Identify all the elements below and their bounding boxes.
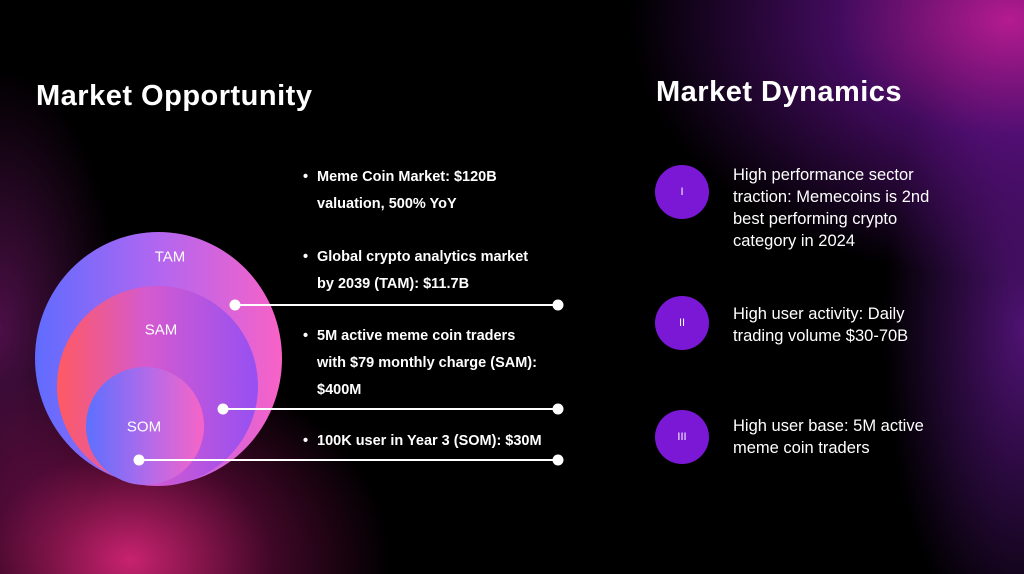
- dynamics-item-2-text: High user activity: Daily trading volume…: [733, 305, 909, 345]
- sam-connector-line: [223, 408, 558, 410]
- bullet-dot: •: [303, 433, 309, 449]
- bullet-dot: •: [303, 328, 309, 344]
- sam-label: SAM: [144, 321, 178, 339]
- dynamics-item-1-text: High performance sector traction: Memeco…: [733, 166, 930, 250]
- bullet-dot: •: [303, 249, 309, 265]
- sam-connector-dot-end: [552, 403, 564, 415]
- numeral-badge-2: II: [655, 296, 709, 350]
- bullet-text: 100K user in Year 3 (SOM): $30M: [317, 433, 542, 449]
- bullet-text: $400M: [317, 382, 362, 398]
- tam-label: TAM: [154, 248, 186, 266]
- som-label: SOM: [126, 418, 162, 436]
- numeral-badge-1: I: [655, 165, 709, 219]
- bullet-text: Meme Coin Market: $120B: [317, 169, 497, 185]
- bullet-text: valuation, 500% YoY: [317, 196, 457, 212]
- tam-connector-dot-start: [229, 299, 241, 311]
- bullet-som: • 100K user in Year 3 (SOM): $30M: [303, 428, 542, 455]
- bullet-dot: •: [303, 169, 309, 185]
- bullet-sam: • 5M active meme coin traders with $79 m…: [303, 323, 537, 404]
- dynamics-item-3-text: High user base: 5M active meme coin trad…: [733, 417, 924, 457]
- sam-connector-dot-start: [217, 403, 229, 415]
- som-connector-line: [139, 459, 558, 461]
- market-opportunity-title: Market Opportunity: [36, 80, 313, 112]
- bullet-meme-coin-market: • Meme Coin Market: $120B valuation, 500…: [303, 164, 497, 218]
- som-connector-dot-end: [552, 454, 564, 466]
- som-circle: [86, 367, 204, 485]
- bullet-text: 5M active meme coin traders: [317, 328, 516, 344]
- bullet-text: by 2039 (TAM): $11.7B: [317, 276, 470, 292]
- market-dynamics-title: Market Dynamics: [656, 76, 903, 108]
- tam-connector-line: [235, 304, 558, 306]
- bullet-text: Global crypto analytics market: [317, 249, 529, 265]
- bullet-tam: • Global crypto analytics market by 2039…: [303, 244, 528, 298]
- bullet-text: with $79 monthly charge (SAM):: [317, 355, 537, 371]
- tam-connector-dot-end: [552, 299, 564, 311]
- numeral-badge-3: III: [655, 410, 709, 464]
- som-connector-dot-start: [133, 454, 145, 466]
